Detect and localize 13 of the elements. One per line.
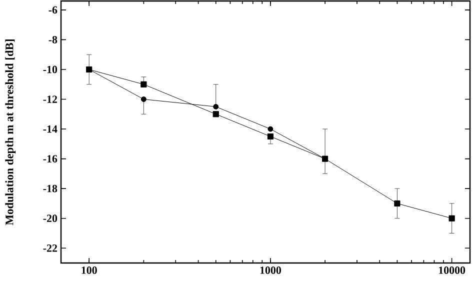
y-tick-label: -20 <box>43 214 58 222</box>
y-tick-label: -10 <box>43 66 58 74</box>
y-tick-label: -12 <box>43 96 58 103</box>
y-tick-label: -18 <box>43 184 58 192</box>
y-tick-label: -6 <box>48 6 58 14</box>
y-tick-label: -16 <box>43 155 58 162</box>
y-tick-label: -14 <box>43 125 58 133</box>
y-axis-title: Modulation depth m at threshold [dB] <box>5 40 16 226</box>
y-tick-label: -8 <box>48 36 58 44</box>
x-tick-label: 100 <box>82 266 97 274</box>
x-tick-label: 10000 <box>438 266 466 274</box>
y-tick-label: -22 <box>43 244 58 252</box>
x-tick-label: 1000 <box>260 266 281 274</box>
